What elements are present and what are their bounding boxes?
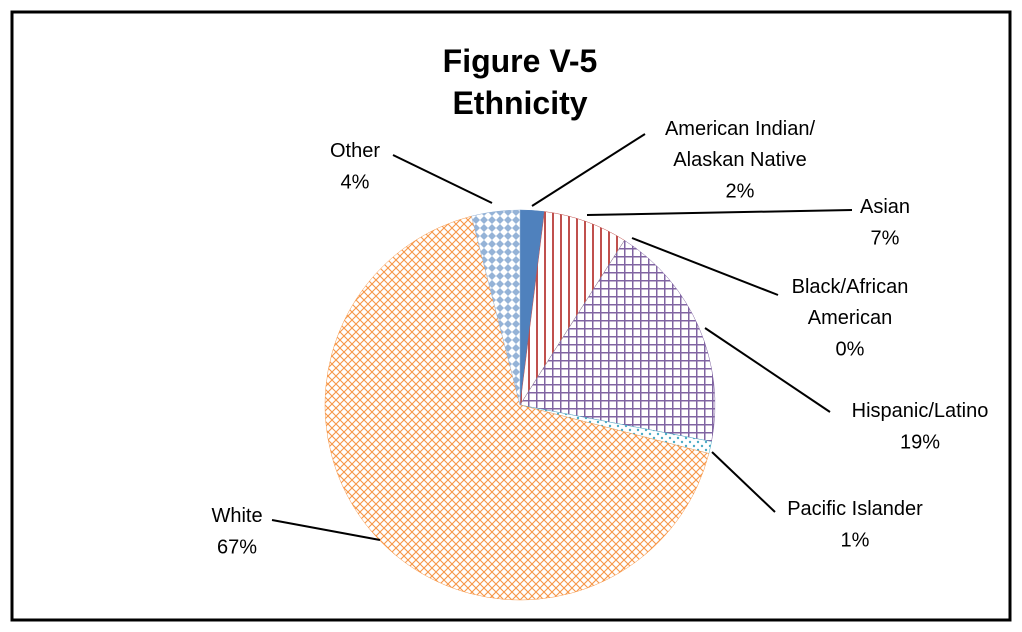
slice-label: Black/African American xyxy=(792,276,909,329)
slice-label: Pacific Islander xyxy=(787,498,923,520)
leader-line xyxy=(392,154,493,204)
slice-value-label: 0% xyxy=(836,338,865,360)
slice-value-label: 1% xyxy=(841,529,870,551)
slice-label: American Indian/Alaskan Native xyxy=(665,118,816,171)
chart-title: Figure V-5 xyxy=(443,43,598,79)
slice-value-label: 19% xyxy=(900,431,940,453)
pie-slice xyxy=(324,215,710,601)
slice-value-label: 4% xyxy=(341,171,370,193)
slice-label: White xyxy=(211,505,262,527)
slice-label: Asian xyxy=(860,196,910,218)
leader-line xyxy=(711,451,776,513)
chart-subtitle: Ethnicity xyxy=(452,85,587,121)
leader-line xyxy=(586,209,853,216)
slice-label: Other xyxy=(330,140,380,162)
slice-value-label: 2% xyxy=(726,180,755,202)
leader-line xyxy=(271,519,381,541)
leader-line xyxy=(631,237,779,296)
slice-value-label: 67% xyxy=(217,536,257,558)
slice-label: Hispanic/Latino xyxy=(852,400,989,422)
pie-slice xyxy=(471,209,521,406)
leader-line xyxy=(704,327,831,413)
pie-slice xyxy=(519,240,716,442)
slice-value-label: 7% xyxy=(871,227,900,249)
leader-line xyxy=(531,133,646,207)
